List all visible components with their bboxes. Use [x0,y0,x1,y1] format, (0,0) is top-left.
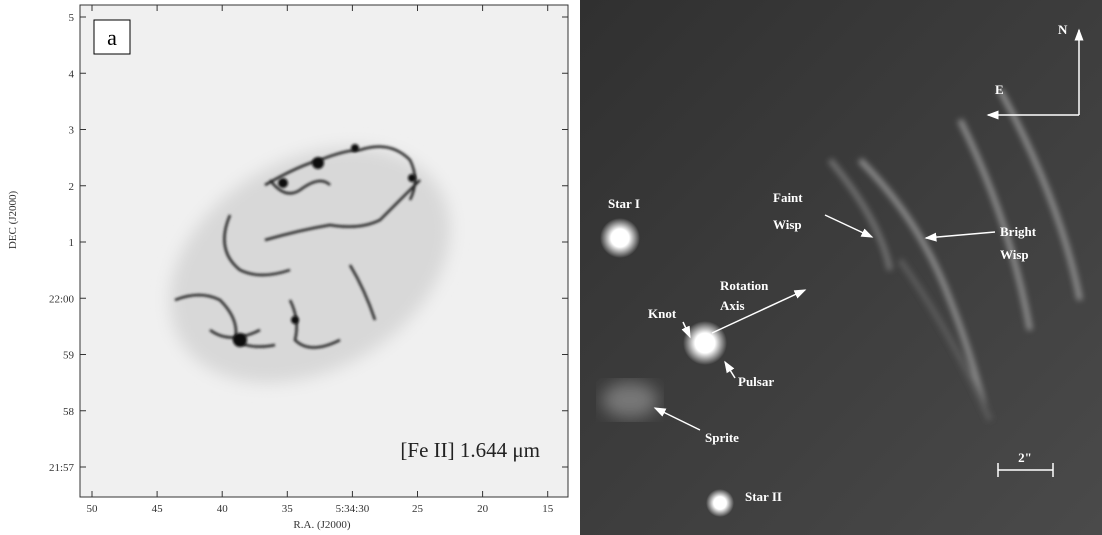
star-2-label: Star II [745,489,782,504]
rotation-axis-label: Rotation [720,278,769,293]
pulsar-label: Pulsar [738,374,774,389]
y-tick-label: 21:57 [49,462,75,474]
bright-wisp-label: Bright [1000,224,1037,239]
x-tick-label: 45 [152,503,164,515]
y-axis-label: DEC (J2000) [7,190,19,249]
x-tick-label: 5:34:30 [336,503,370,515]
faint-wisp-label: Wisp [773,217,802,232]
y-tick-label: 3 [69,125,75,137]
faint-wisp-label: Faint [773,190,803,205]
y-tick-label: 4 [69,68,75,80]
panel-a: a [Fe II] 1.644 μm DEC (J2000) R.A. (J20… [7,5,568,531]
rotation-axis-label: Axis [720,298,745,313]
star-1-label: Star I [608,196,640,211]
panel-label: a [107,25,117,50]
sprite-label: Sprite [705,430,739,445]
east-label: E [995,82,1004,97]
x-tick-label: 20 [477,503,489,515]
x-tick-label: 50 [87,503,99,515]
y-tick-label: 59 [63,350,75,362]
bright-wisp-label: Wisp [1000,247,1029,262]
x-tick-label: 35 [282,503,294,515]
north-label: N [1058,22,1068,37]
y-tick-label: 58 [63,406,75,418]
y-tick-label: 2 [69,181,75,193]
caption: [Fe II] 1.644 μm [400,438,540,462]
scale-label: 2" [1018,450,1032,465]
y-tick-label: 5 [69,12,75,24]
x-tick-label: 40 [217,503,229,515]
x-tick-label: 15 [542,503,554,515]
figure: a [Fe II] 1.644 μm DEC (J2000) R.A. (J20… [0,0,1102,535]
x-tick-label: 25 [412,503,424,515]
y-tick-label: 22:00 [49,293,75,305]
y-tick-label: 1 [69,237,75,249]
panel-b: N E Star I Faint Wisp Bright Wisp Rotati… [580,0,1102,535]
x-axis-label: R.A. (J2000) [293,519,350,531]
knot-label: Knot [648,306,677,321]
